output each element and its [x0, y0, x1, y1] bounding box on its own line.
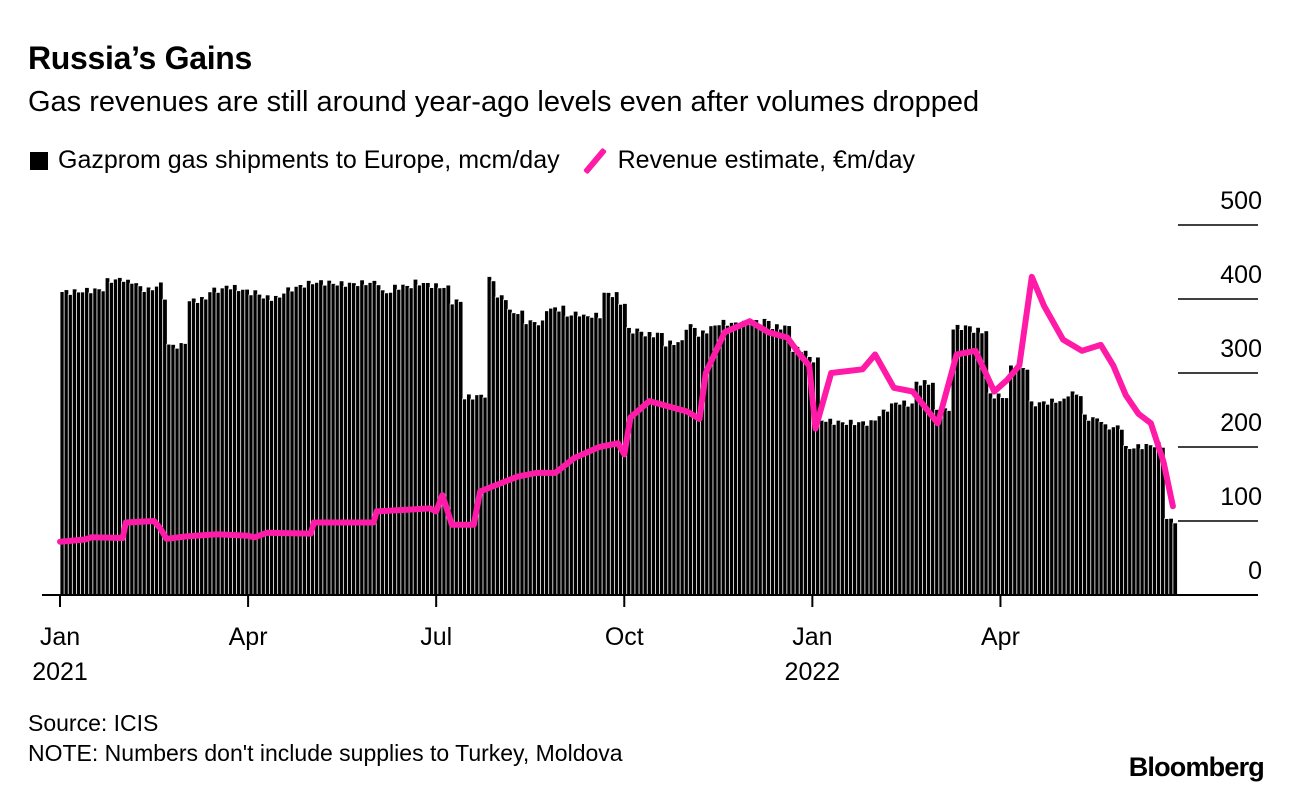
- y-tick-label: 500: [1220, 187, 1262, 215]
- y-tick-label: 300: [1220, 335, 1262, 363]
- x-year-label: 2021: [32, 658, 88, 686]
- x-tick-label: Jul: [420, 623, 452, 651]
- x-tick-label: Jan: [792, 623, 832, 651]
- x-tick-label: Jan: [40, 623, 80, 651]
- y-tick-label: 400: [1220, 261, 1262, 289]
- x-tick-label: Apr: [229, 623, 268, 651]
- chart-title: Russia’s Gains: [28, 40, 253, 76]
- x-tick-label: Apr: [981, 623, 1020, 651]
- legend-line-label: Revenue estimate, €m/day: [617, 146, 915, 174]
- axis-layer: [42, 594, 1258, 607]
- shipment-bar: [1172, 522, 1178, 596]
- x-year-label: 2022: [785, 658, 841, 686]
- y-tick-label: 100: [1220, 483, 1262, 511]
- legend-bar-label: Gazprom gas shipments to Europe, mcm/day: [58, 146, 560, 174]
- footnote: NOTE: Numbers don't include supplies to …: [28, 740, 623, 766]
- revenue-line: [57, 273, 1176, 545]
- x-tick-label: Oct: [605, 623, 644, 651]
- legend-bar-swatch: [30, 151, 48, 170]
- y-tick-label: 0: [1248, 557, 1262, 585]
- chart-legend: Gazprom gas shipments to Europe, mcm/day…: [30, 146, 915, 175]
- bloomberg-logo: Bloomberg: [1128, 752, 1265, 782]
- source-note: Source: ICIS: [28, 710, 159, 736]
- labels-layer: 0 100 200 300 400 500 Jan 2021 Apr Jul Oct Jan 2022 A…: [32, 187, 1262, 686]
- y-tick-label: 200: [1220, 409, 1262, 437]
- bars-layer: [59, 276, 1178, 596]
- grid-layer: [1178, 224, 1258, 522]
- line-layer: [57, 273, 1176, 545]
- chart-subtitle: Gas revenues are still around year-ago l…: [28, 86, 980, 118]
